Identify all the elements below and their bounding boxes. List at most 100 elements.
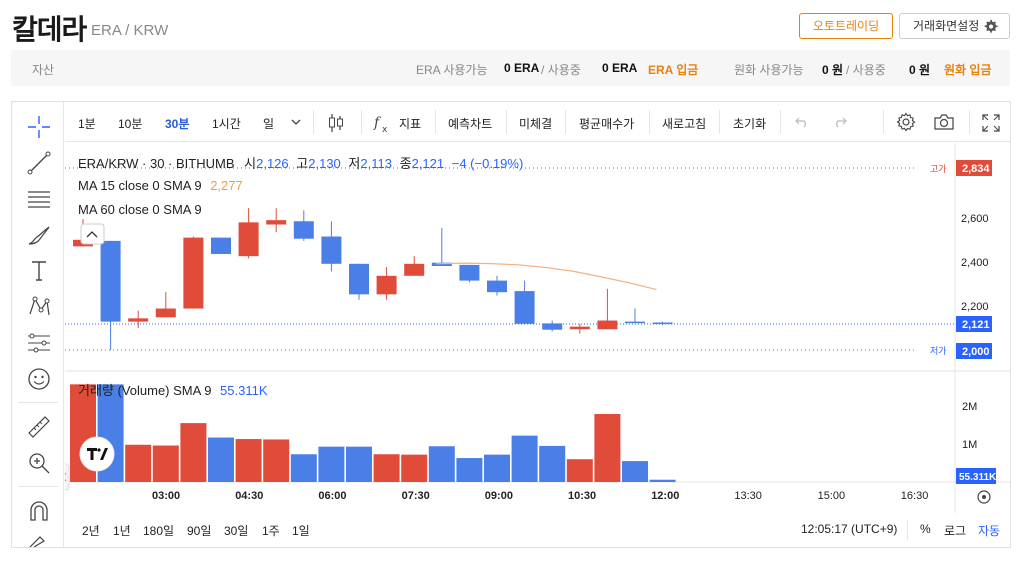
interval-10m[interactable]: 10분 — [118, 117, 143, 131]
candle-body — [238, 222, 259, 257]
camera-icon[interactable] — [933, 113, 955, 131]
time-tick: 10:30 — [568, 490, 596, 502]
tradingview-logo-icon[interactable] — [79, 436, 115, 472]
ruler-icon[interactable] — [26, 414, 52, 440]
emoji-icon[interactable] — [26, 366, 52, 392]
high-price-value: 2,834 — [962, 163, 990, 175]
volume-bar — [208, 437, 234, 482]
interval-30m[interactable]: 30분 — [165, 117, 190, 131]
screen-setting-label: 거래화면설정 — [913, 19, 980, 33]
open-value: 2,126 — [256, 156, 289, 171]
undo-icon[interactable] — [794, 116, 810, 128]
scroll-handle[interactable] — [65, 463, 70, 491]
time-tick: 09:00 — [485, 490, 513, 502]
tool-divider — [18, 402, 58, 403]
axis-settings-icon[interactable] — [977, 490, 991, 504]
fib-lines-icon[interactable] — [26, 186, 52, 212]
percent-toggle[interactable]: % — [920, 522, 931, 536]
screen-setting-button[interactable]: 거래화면설정 — [899, 13, 1010, 39]
range-180d[interactable]: 180일 — [143, 524, 175, 538]
candle-body — [128, 318, 149, 322]
avg-buy-price-button[interactable]: 평균매수가 — [579, 117, 635, 131]
range-1d[interactable]: 1일 — [292, 524, 310, 538]
volume-bar — [566, 459, 593, 482]
volume-value: 55.311K — [220, 383, 268, 398]
reset-button[interactable]: 초기화 — [733, 117, 767, 131]
forecast-chart-button[interactable]: 예측차트 — [448, 117, 493, 131]
volume-legend: 거래량 (Volume) SMA 9 55.311K — [78, 380, 268, 399]
auto-trading-button[interactable]: 오토트레이딩 — [799, 13, 893, 39]
interval-1h[interactable]: 1시간 — [212, 117, 241, 131]
chevron-down-icon[interactable] — [291, 118, 301, 126]
time-tick: 12:00 — [651, 490, 679, 502]
candle-body — [266, 220, 287, 225]
era-deposit-link[interactable]: ERA 입금 — [648, 63, 699, 77]
time-tick: 04:30 — [235, 490, 263, 502]
time-tick: 16:30 — [901, 490, 929, 502]
collapse-legend-button[interactable] — [80, 223, 105, 245]
ma15-label: MA 15 close 0 SMA 9 — [78, 178, 202, 193]
volume-bar — [484, 454, 510, 482]
ma15-legend: MA 15 close 0 SMA 9 2,277 — [78, 178, 243, 193]
volume-bar — [649, 479, 676, 482]
candle-body — [100, 240, 121, 322]
era-available-value: 0 ERA — [504, 61, 540, 75]
volume-bar — [180, 423, 207, 482]
refresh-button[interactable]: 새로고침 — [662, 117, 707, 131]
range-1y[interactable]: 1년 — [113, 524, 131, 538]
volume-bar — [290, 454, 317, 482]
forecast-tool-icon[interactable] — [26, 330, 52, 356]
volume-bar — [511, 435, 538, 482]
era-in-use-label: / 사용중 — [541, 63, 581, 77]
range-bar: 2년 1년 180일 90일 30일 1주 1일 12:05:17 (UTC+9… — [65, 514, 1010, 546]
volume-bars-group — [70, 384, 676, 482]
log-toggle[interactable]: 로그 — [944, 524, 967, 538]
brush-icon[interactable] — [26, 222, 52, 248]
interval-day[interactable]: 일 — [263, 117, 275, 131]
high-label-legend: 고 — [296, 156, 309, 171]
ma15-value: 2,277 — [210, 178, 243, 193]
text-tool-icon[interactable] — [26, 258, 52, 284]
range-30d[interactable]: 30일 — [224, 524, 249, 538]
range-90d[interactable]: 90일 — [187, 524, 212, 538]
auto-toggle[interactable]: 자동 — [978, 524, 1001, 538]
price-chart[interactable]: 2,600 2,400 2,200 고가 2,834 2,121 저가 2,00… — [65, 143, 1010, 513]
volume-bar — [235, 439, 262, 482]
close-label-legend: 종 — [399, 156, 412, 171]
range-2y[interactable]: 2년 — [82, 524, 100, 538]
candlestick-type-icon[interactable] — [327, 113, 345, 133]
svg-text:x: x — [382, 125, 388, 133]
volume-tick-1m: 1M — [962, 439, 977, 451]
candle-body — [569, 326, 590, 330]
pencil-lock-icon[interactable] — [26, 532, 52, 547]
symbol-name: ERA/KRW · 30 · BITHUMB — [78, 156, 235, 171]
krw-deposit-link[interactable]: 원화 입금 — [944, 63, 992, 77]
krw-in-use-label: / 사용중 — [846, 63, 886, 77]
candle-body — [625, 321, 645, 324]
candles-group — [73, 208, 673, 350]
volume-bar — [456, 458, 483, 482]
clock: 12:05:17 (UTC+9) — [801, 522, 898, 536]
trend-line-icon[interactable] — [26, 150, 52, 176]
time-tick: 03:00 — [152, 490, 180, 502]
indicator-button[interactable]: 지표 — [399, 117, 422, 131]
settings-icon[interactable] — [896, 112, 916, 132]
volume-bar — [125, 444, 152, 482]
high-price-badge — [956, 160, 992, 176]
range-1w[interactable]: 1주 — [262, 524, 280, 538]
volume-tick-2m: 2M — [962, 401, 977, 413]
magnet-icon[interactable] — [26, 498, 52, 524]
interval-1m[interactable]: 1분 — [78, 117, 96, 131]
redo-icon[interactable] — [832, 116, 848, 128]
crosshair-icon[interactable] — [26, 114, 52, 140]
gear-icon — [984, 19, 998, 33]
pattern-icon[interactable] — [26, 294, 52, 320]
unfilled-orders-button[interactable]: 미체결 — [519, 117, 553, 131]
volume-bar — [263, 439, 290, 482]
krw-available-value: 0 원 — [822, 63, 844, 77]
zoom-in-icon[interactable] — [26, 450, 52, 476]
fullscreen-icon[interactable] — [982, 114, 1000, 132]
time-tick: 13:30 — [734, 490, 762, 502]
coin-name: 칼데라 — [12, 14, 87, 45]
